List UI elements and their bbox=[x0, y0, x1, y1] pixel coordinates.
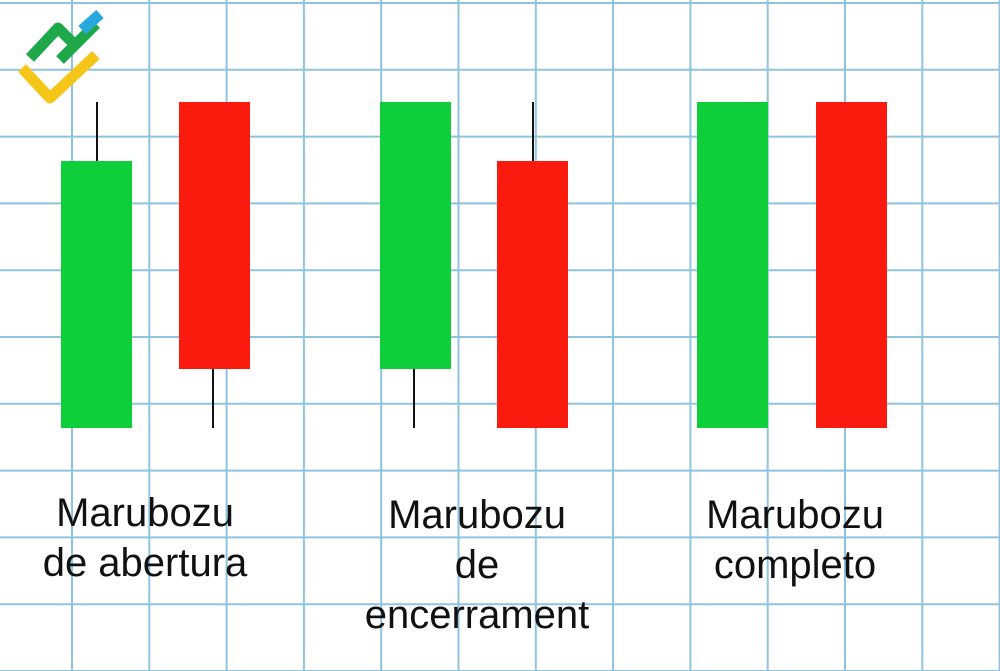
caption-line: de abertura bbox=[43, 541, 248, 585]
red-candle bbox=[816, 102, 887, 428]
green-candle bbox=[380, 102, 451, 369]
red-candle bbox=[179, 102, 250, 369]
candles-closing bbox=[380, 102, 568, 428]
green-candle bbox=[61, 161, 132, 428]
caption-line: Marubozu bbox=[56, 491, 234, 535]
caption-1: Marubozu de abertura bbox=[43, 491, 248, 585]
caption-line: Marubozu bbox=[706, 493, 884, 537]
red-candle bbox=[497, 161, 568, 428]
caption-3: Marubozu completo bbox=[706, 493, 884, 587]
logo bbox=[17, 9, 104, 104]
caption-line: completo bbox=[714, 543, 876, 587]
caption-line: Marubozu bbox=[388, 493, 566, 537]
caption-2: Marubozu de encerrament bbox=[365, 493, 590, 637]
caption-line: de bbox=[455, 543, 500, 587]
green-candle bbox=[697, 102, 768, 428]
caption-line: encerrament bbox=[365, 593, 590, 637]
candles-full bbox=[697, 102, 887, 428]
candles-opening bbox=[61, 102, 250, 428]
